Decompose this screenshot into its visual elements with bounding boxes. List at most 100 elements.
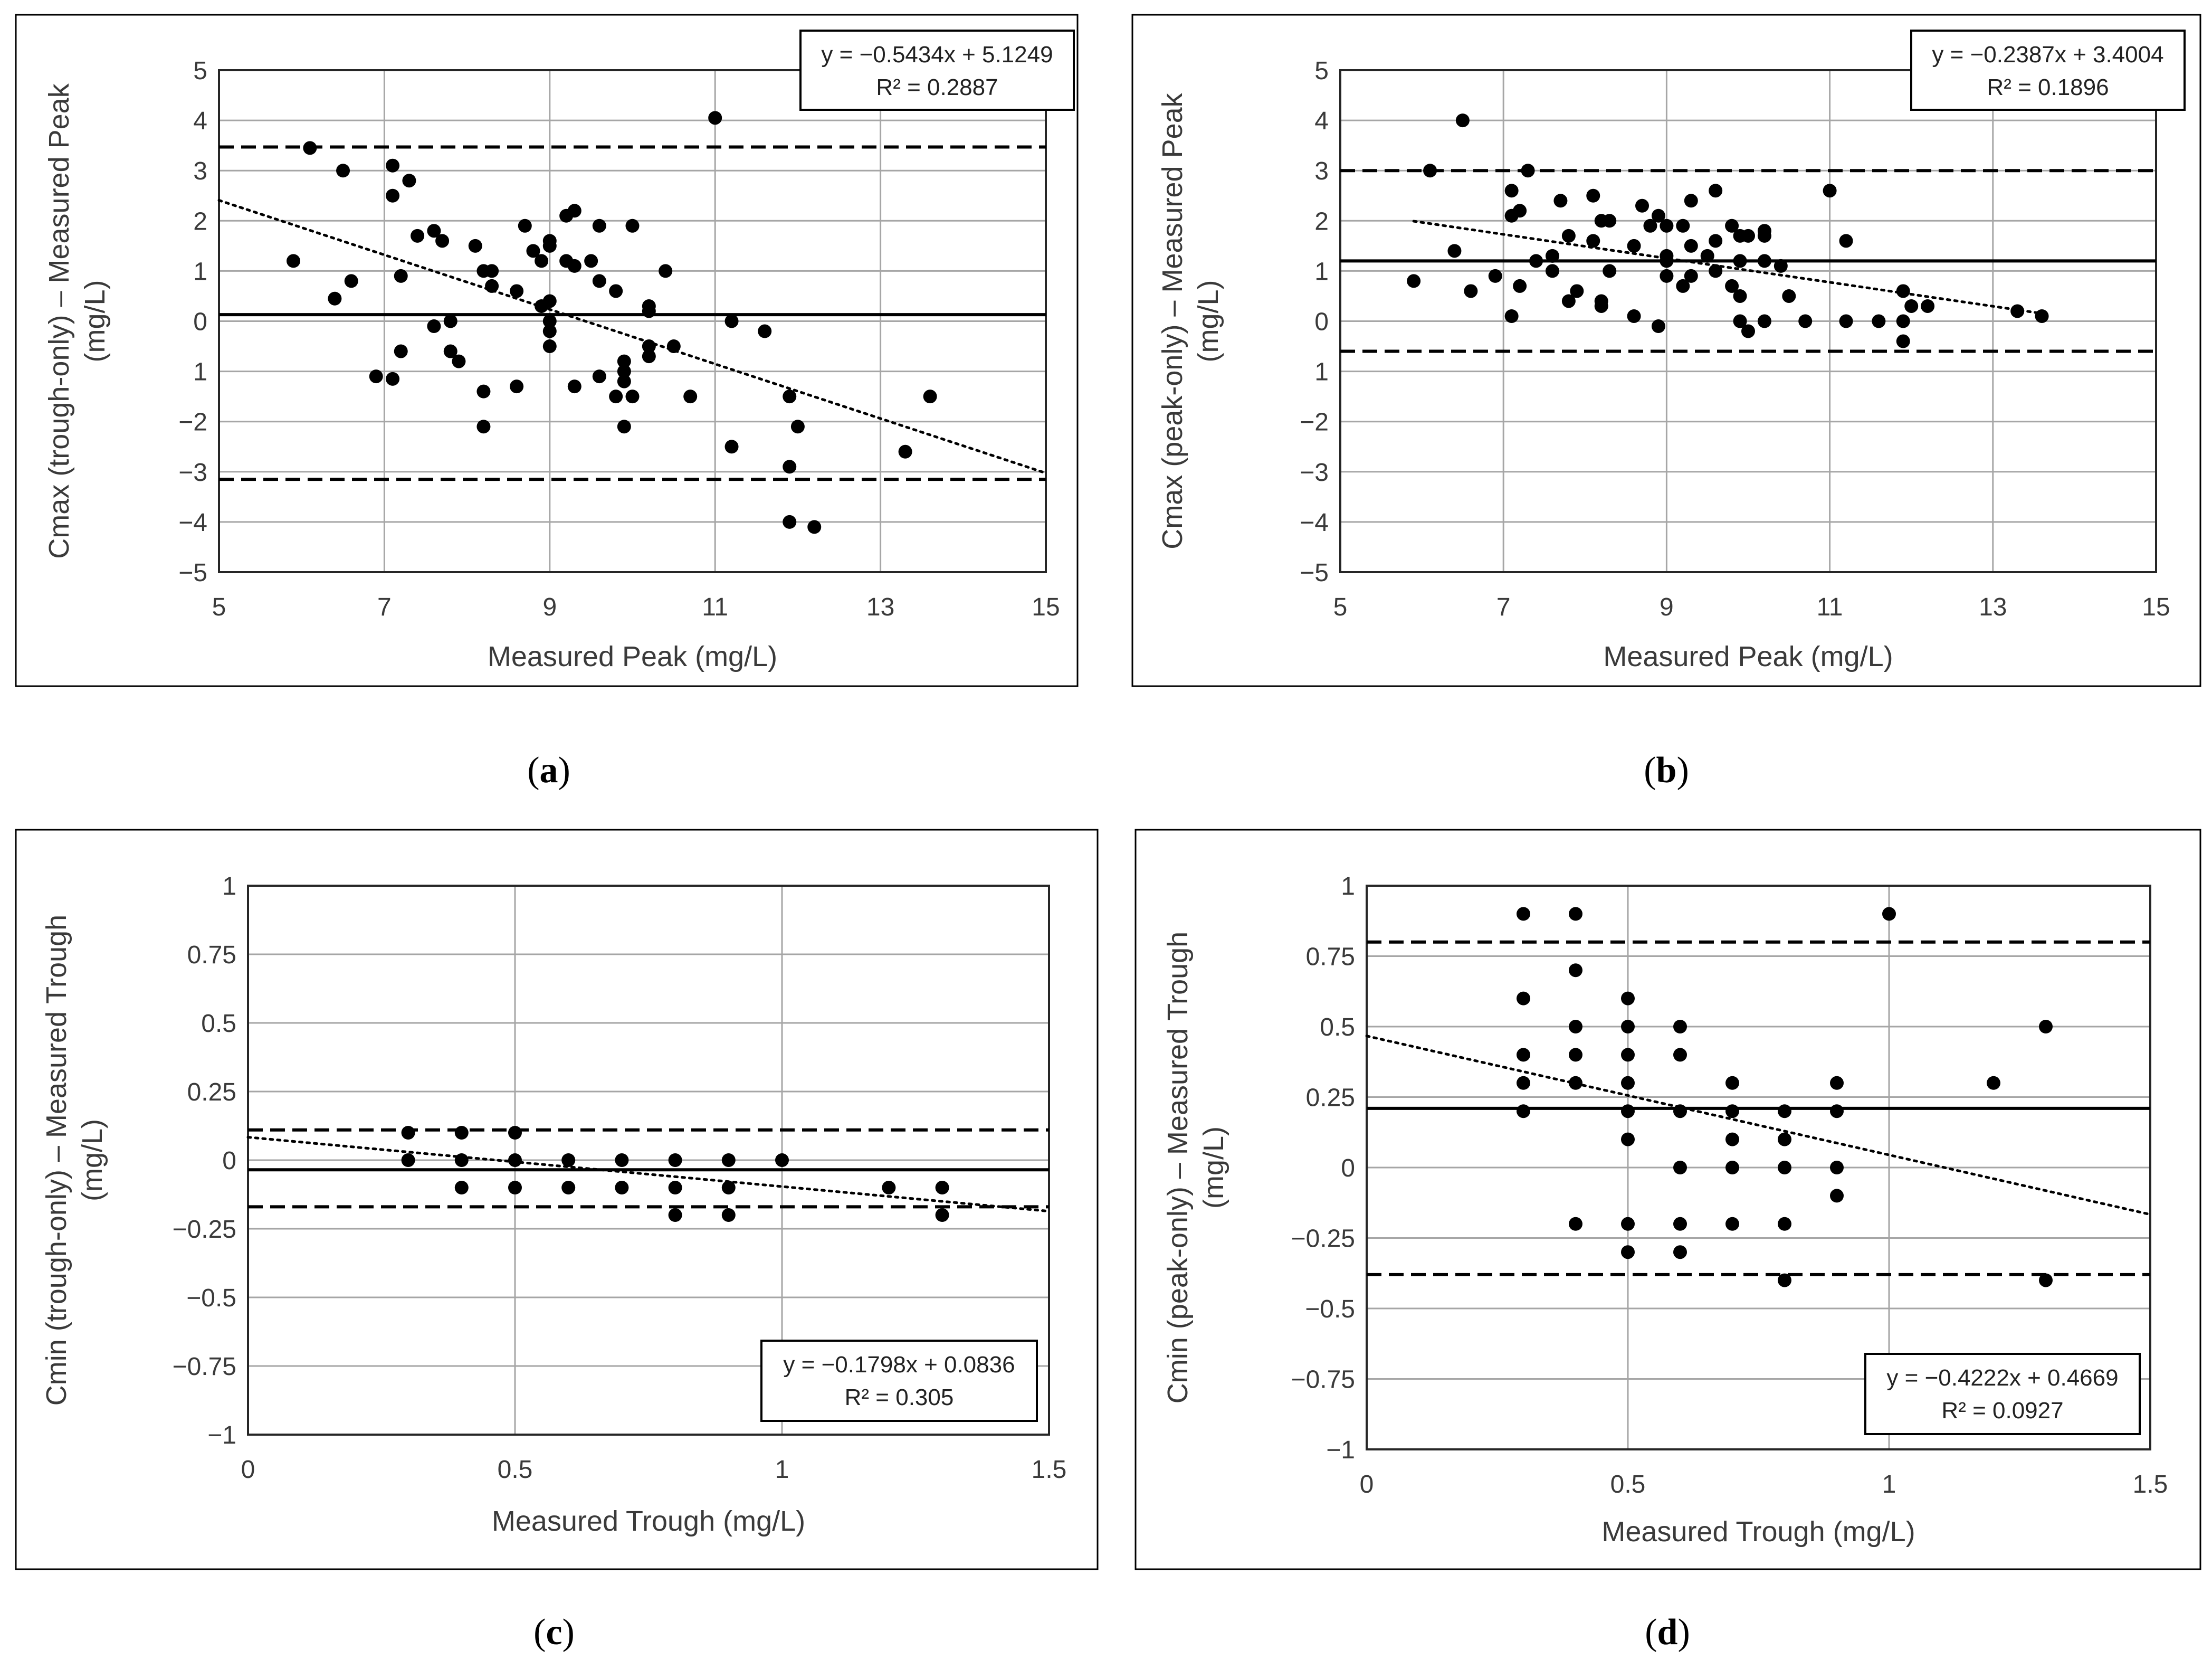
data-point bbox=[1673, 1104, 1687, 1118]
trendline bbox=[246, 1136, 1051, 1213]
data-point bbox=[386, 188, 400, 203]
x-tick-label: 11 bbox=[702, 593, 728, 621]
data-point bbox=[542, 314, 557, 328]
trendline bbox=[217, 199, 1047, 475]
data-point bbox=[468, 239, 482, 253]
x-axis-title: Measured Peak (mg/L) bbox=[488, 641, 777, 672]
data-point bbox=[510, 380, 524, 394]
data-point bbox=[1627, 239, 1641, 253]
x-tick-label: 9 bbox=[1660, 593, 1674, 621]
data-point bbox=[1594, 299, 1608, 313]
data-point bbox=[476, 384, 491, 399]
data-point bbox=[1839, 234, 1853, 248]
data-point bbox=[1517, 1048, 1530, 1062]
data-point bbox=[1839, 314, 1853, 328]
data-point bbox=[1561, 294, 1576, 308]
data-point bbox=[1757, 254, 1771, 268]
data-point bbox=[1673, 1245, 1687, 1259]
data-point bbox=[609, 390, 623, 404]
data-point bbox=[783, 460, 797, 474]
data-point bbox=[592, 219, 606, 233]
data-point bbox=[1725, 1161, 1739, 1174]
data-point bbox=[303, 141, 317, 155]
data-point bbox=[1621, 991, 1635, 1006]
data-point bbox=[1725, 219, 1739, 233]
data-point bbox=[1569, 1217, 1582, 1231]
data-point bbox=[1561, 229, 1576, 243]
data-point bbox=[617, 364, 631, 378]
y-tick-label: −1 bbox=[207, 1421, 236, 1449]
data-point bbox=[935, 1181, 949, 1194]
equation-box bbox=[1910, 30, 2186, 111]
data-point bbox=[1725, 1132, 1739, 1146]
data-point bbox=[642, 304, 656, 318]
data-point bbox=[1569, 1048, 1582, 1062]
data-point bbox=[542, 339, 557, 354]
y-tick-label: 1 bbox=[1341, 872, 1355, 900]
caption-letter: b bbox=[1656, 750, 1677, 791]
r-squared-label: R² = 0.2887 bbox=[876, 74, 998, 100]
x-tick-label: 9 bbox=[542, 593, 557, 621]
data-point bbox=[2010, 304, 2025, 318]
data-point bbox=[617, 420, 631, 434]
y-tick-label: −2 bbox=[178, 409, 207, 437]
data-point bbox=[721, 1153, 736, 1167]
data-point bbox=[668, 1153, 682, 1167]
data-point bbox=[386, 158, 400, 173]
plot-area-border bbox=[218, 69, 1047, 573]
y-tick-label: 0.25 bbox=[187, 1078, 236, 1106]
x-tick-label: 1.5 bbox=[2133, 1471, 2168, 1498]
r-squared-label: R² = 0.305 bbox=[845, 1384, 954, 1410]
data-point bbox=[1673, 1020, 1687, 1033]
data-point bbox=[609, 284, 623, 298]
data-point bbox=[592, 274, 606, 288]
data-point bbox=[724, 440, 739, 454]
data-point bbox=[1627, 309, 1641, 323]
data-point bbox=[617, 354, 631, 368]
data-point bbox=[1684, 194, 1698, 208]
y-tick-label: 5 bbox=[1314, 57, 1329, 85]
data-point bbox=[535, 254, 549, 268]
data-point bbox=[1621, 1245, 1635, 1259]
data-point bbox=[394, 344, 408, 358]
x-tick-label: 0.5 bbox=[1610, 1471, 1646, 1498]
x-axis-title: Measured Trough (mg/L) bbox=[492, 1505, 805, 1537]
data-point bbox=[1464, 284, 1478, 298]
y-axis-title-line1: Cmin (peak-only) – Measured Trough bbox=[1162, 932, 1194, 1403]
data-point bbox=[617, 374, 631, 388]
data-point bbox=[1872, 314, 1886, 328]
caption-close-paren: ) bbox=[1676, 750, 1689, 791]
y-tick-label: 4 bbox=[193, 107, 207, 135]
y-tick-label: 0 bbox=[1314, 308, 1329, 336]
data-point bbox=[659, 264, 673, 278]
y-tick-label: 1 bbox=[1314, 358, 1329, 386]
equation-box bbox=[799, 30, 1075, 111]
data-point bbox=[1896, 334, 1910, 348]
data-point bbox=[1513, 279, 1527, 293]
x-tick-label: 5 bbox=[1333, 593, 1348, 621]
y-axis-title: Cmin (trough-only) – Measured Trough (mg/… bbox=[41, 915, 108, 1406]
data-point bbox=[1882, 907, 1896, 921]
data-point bbox=[567, 204, 581, 218]
x-tick-label: 7 bbox=[1496, 593, 1511, 621]
data-point bbox=[336, 164, 350, 178]
data-point bbox=[452, 354, 466, 368]
r-squared-label: R² = 0.1896 bbox=[1987, 74, 2109, 100]
y-tick-label: 0 bbox=[222, 1147, 236, 1175]
x-tick-label: 7 bbox=[377, 593, 392, 621]
data-point bbox=[935, 1208, 949, 1222]
data-point bbox=[542, 324, 557, 338]
data-point bbox=[542, 234, 557, 248]
y-tick-label: −0.75 bbox=[173, 1353, 236, 1381]
data-point bbox=[625, 390, 640, 404]
chart-panel-b: 5 7 9 11 13 15 −5 −4 −3 −2 1 0 1 2 3 4 5 y = −0.2387x + 3… bbox=[1131, 14, 2201, 791]
data-point bbox=[592, 369, 606, 384]
y-tick-label: 0.5 bbox=[201, 1010, 236, 1038]
data-point bbox=[1896, 314, 1910, 328]
data-point bbox=[1651, 319, 1665, 334]
data-point bbox=[1447, 244, 1462, 258]
data-point bbox=[775, 1153, 789, 1167]
data-point bbox=[394, 269, 408, 283]
y-axis-title-line1: Cmin (trough-only) – Measured Trough bbox=[41, 915, 72, 1406]
y-axis-title-line2: (mg/L) bbox=[79, 280, 111, 362]
